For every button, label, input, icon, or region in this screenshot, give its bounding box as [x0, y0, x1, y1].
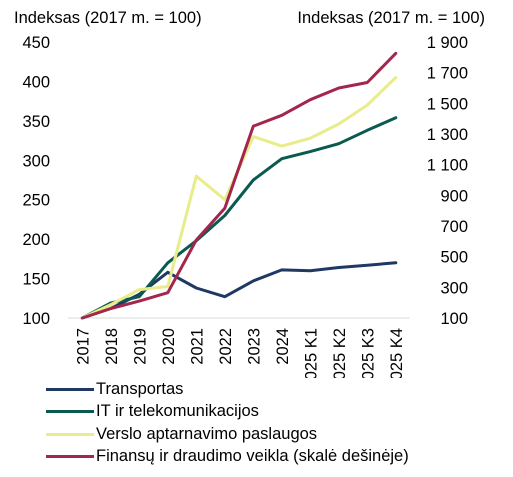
left-tick-label: 400 — [22, 73, 50, 91]
left-tick-label: 250 — [22, 192, 50, 210]
x-tick-label: 2025 K4 — [388, 328, 406, 378]
left-tick-label: 300 — [22, 152, 50, 170]
right-tick-label: 1 700 — [427, 65, 468, 83]
legend-item: Transportas — [46, 378, 409, 401]
right-axis-title: Indeksas (2017 m. = 100) — [297, 9, 485, 27]
right-tick-label: 1 900 — [427, 34, 468, 52]
right-axis: 100 300 500 700 900 1 100 1 300 1 500 1 700 1 900 — [427, 34, 468, 328]
series-line — [80, 261, 398, 320]
legend-item: IT ir telekomunikacijos — [46, 401, 409, 424]
legend-item: Finansų ir draudimo veikla (skalė dešinė… — [46, 446, 409, 469]
series-line — [80, 51, 398, 320]
right-tick-label: 1 500 — [427, 95, 468, 113]
x-tick-label: 2017 — [74, 328, 92, 365]
left-tick-label: 150 — [22, 271, 50, 289]
left-tick-label: 200 — [22, 231, 50, 249]
legend: Transportas IT ir telekomunikacijos Verslo… — [46, 378, 409, 468]
legend-item: Verslo aptarnavimo paslaugos — [46, 423, 409, 446]
left-axis: 100 150 200 250 300 350 400 450 — [22, 34, 50, 328]
legend-label: IT ir telekomunikacijos — [96, 402, 259, 421]
series-line — [80, 116, 398, 320]
x-tick-label: 2021 — [188, 328, 206, 365]
right-tick-label: 100 — [440, 310, 468, 328]
left-axis-title: Indeksas (2017 m. = 100) — [14, 9, 202, 27]
x-tick-label: 2019 — [131, 328, 149, 365]
chart: Indeksas (2017 m. = 100) Indeksas (2017 … — [14, 9, 485, 378]
x-tick-label: 2023 — [245, 328, 263, 365]
legend-label: Verslo aptarnavimo paslaugos — [96, 424, 318, 443]
right-tick-label: 900 — [440, 187, 468, 205]
left-tick-label: 100 — [22, 310, 50, 328]
series-lines — [80, 51, 398, 320]
right-tick-label: 1 100 — [427, 157, 468, 175]
x-tick-label: 2025 K1 — [302, 328, 320, 378]
x-tick-label: 2022 — [217, 328, 235, 365]
x-tick-label: 2024 — [274, 328, 292, 365]
legend-swatch — [46, 455, 94, 459]
right-tick-label: 1 300 — [427, 126, 468, 144]
legend-swatch — [46, 387, 94, 391]
legend-swatch — [46, 410, 94, 414]
x-tick-label: 2018 — [103, 328, 121, 365]
legend-label: Finansų ir draudimo veikla (skalė dešinė… — [96, 447, 409, 466]
right-tick-label: 700 — [440, 218, 468, 236]
x-tick-label: 2025 K3 — [359, 328, 377, 378]
x-axis: 2017 2018 2019 2020 2021 2022 2023 2024 2025 K1 2… — [74, 328, 406, 378]
legend-swatch — [46, 432, 94, 436]
legend-label: Transportas — [96, 379, 184, 398]
left-tick-label: 350 — [22, 113, 50, 131]
left-tick-label: 450 — [22, 34, 50, 52]
x-tick-label: 2020 — [160, 328, 178, 365]
right-tick-label: 300 — [440, 279, 468, 297]
right-tick-label: 500 — [440, 249, 468, 267]
x-tick-label: 2025 K2 — [331, 328, 349, 378]
